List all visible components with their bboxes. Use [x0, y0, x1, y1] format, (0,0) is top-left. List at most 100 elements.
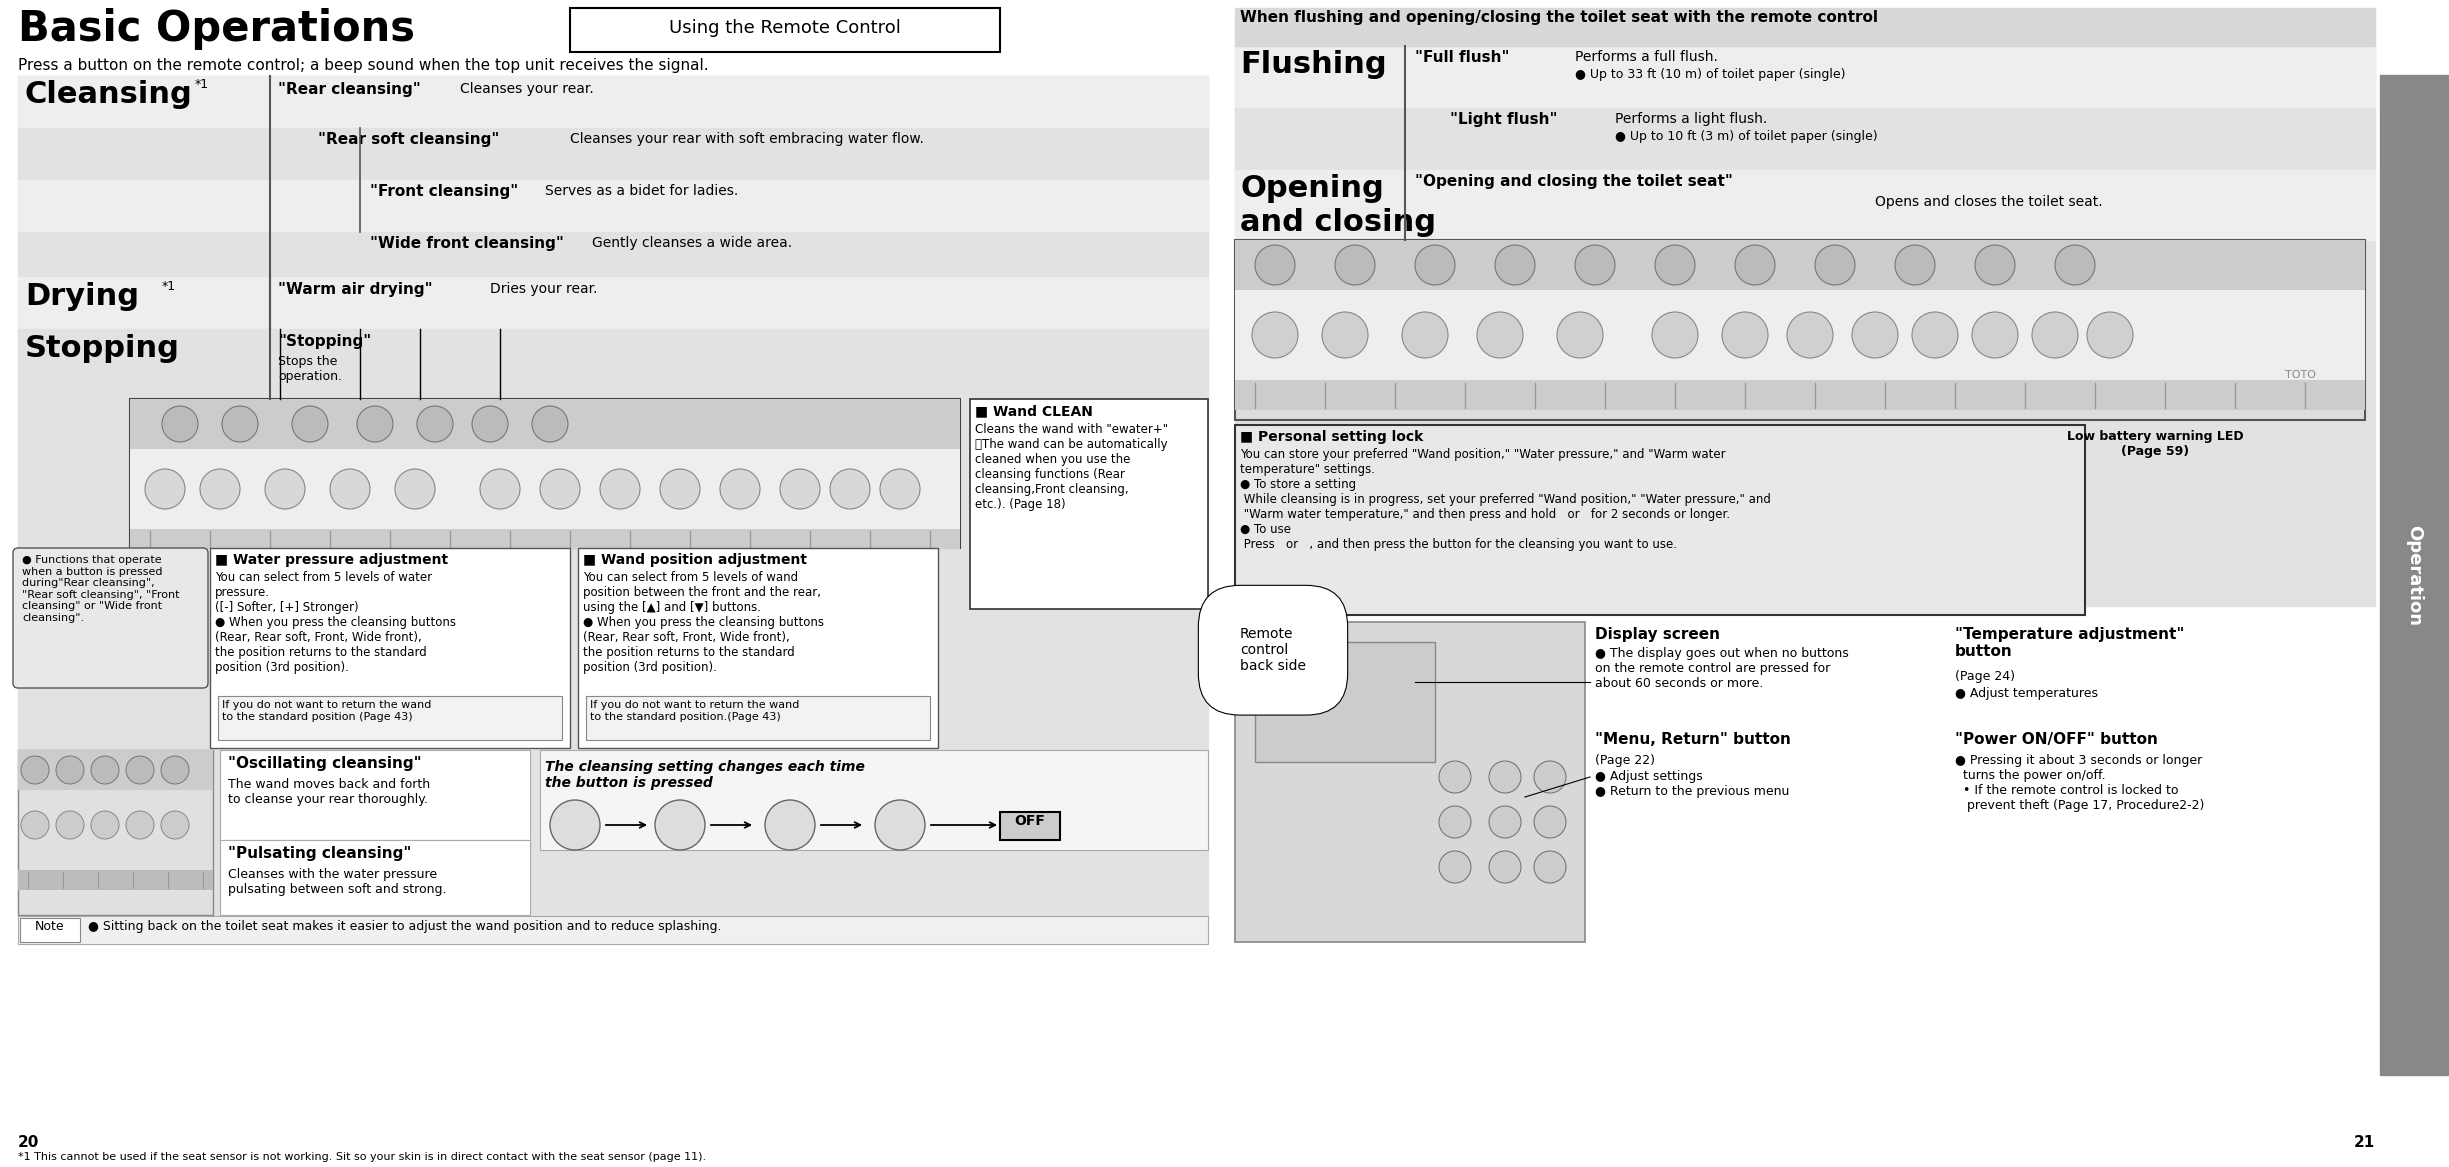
Text: Opens and closes the toilet seat.: Opens and closes the toilet seat. — [1876, 195, 2104, 209]
Bar — [130, 449, 960, 529]
Bar — [220, 750, 529, 840]
Circle shape — [264, 469, 306, 509]
Text: ● Up to 33 ft (10 m) of toilet paper (single): ● Up to 33 ft (10 m) of toilet paper (si… — [1575, 68, 1847, 81]
Text: "Rear soft cleansing": "Rear soft cleansing" — [318, 132, 500, 147]
Text: You can select from 5 levels of wand
position between the front and the rear,
us: You can select from 5 levels of wand pos… — [583, 571, 823, 675]
Bar — [2380, 75, 2449, 1075]
Circle shape — [531, 406, 568, 442]
Bar — [17, 76, 1207, 128]
Circle shape — [1440, 761, 1472, 794]
Bar — [17, 329, 1207, 399]
Circle shape — [1401, 312, 1447, 358]
Text: (Page 22): (Page 22) — [1594, 754, 1656, 767]
Circle shape — [1335, 245, 1374, 285]
Text: 20: 20 — [17, 1135, 39, 1149]
Text: ■ Personal setting lock: ■ Personal setting lock — [1239, 429, 1423, 443]
Circle shape — [1254, 245, 1296, 285]
Bar — [970, 399, 1207, 609]
Text: Cleanses your rear with soft embracing water flow.: Cleanses your rear with soft embracing w… — [571, 132, 923, 146]
Text: "Light flush": "Light flush" — [1450, 112, 1558, 127]
Circle shape — [416, 406, 453, 442]
Text: "Full flush": "Full flush" — [1416, 50, 1509, 65]
FancyBboxPatch shape — [12, 548, 208, 689]
Bar — [17, 871, 213, 890]
Circle shape — [1896, 245, 1935, 285]
Bar — [585, 696, 931, 740]
Text: Cleansing: Cleansing — [24, 81, 193, 109]
Circle shape — [22, 811, 49, 839]
Circle shape — [1971, 312, 2018, 358]
Circle shape — [1788, 312, 1832, 358]
Bar — [17, 232, 1207, 277]
Text: Press a button on the remote control; a beep sound when the top unit receives th: Press a button on the remote control; a … — [17, 58, 708, 74]
Circle shape — [1494, 245, 1536, 285]
Text: Gently cleanses a wide area.: Gently cleanses a wide area. — [593, 236, 791, 250]
Circle shape — [2055, 245, 2094, 285]
Text: "Temperature adjustment"
button: "Temperature adjustment" button — [1954, 627, 2185, 659]
Circle shape — [162, 406, 198, 442]
Text: The wand moves back and forth
to cleanse your rear thoroughly.: The wand moves back and forth to cleanse… — [228, 778, 431, 806]
Circle shape — [551, 801, 600, 850]
Circle shape — [1734, 245, 1776, 285]
Text: Note: Note — [34, 920, 64, 932]
Circle shape — [2033, 312, 2079, 358]
Circle shape — [1489, 761, 1521, 794]
Bar — [130, 529, 960, 548]
Bar — [1234, 46, 2376, 606]
Text: Remote
control
back side: Remote control back side — [1239, 627, 1305, 673]
Text: ■ Wand CLEAN: ■ Wand CLEAN — [975, 404, 1092, 418]
Text: Basic Operations: Basic Operations — [17, 8, 414, 50]
Text: If you do not want to return the wand
to the standard position (Page 43): If you do not want to return the wand to… — [223, 700, 431, 721]
Circle shape — [1575, 245, 1614, 285]
Text: You can store your preferred "Wand position," "Water pressure," and "Warm water
: You can store your preferred "Wand posit… — [1239, 448, 1771, 551]
Bar — [130, 399, 960, 449]
Text: If you do not want to return the wand
to the standard position.(Page 43): If you do not want to return the wand to… — [590, 700, 798, 721]
Text: When flushing and opening/closing the toilet seat with the remote control: When flushing and opening/closing the to… — [1239, 11, 1878, 25]
Bar — [130, 399, 960, 548]
Text: ■ Water pressure adjustment: ■ Water pressure adjustment — [216, 553, 448, 567]
Bar — [17, 128, 1207, 180]
Bar — [1234, 46, 2376, 109]
Bar — [999, 812, 1060, 840]
Text: "Warm air drying": "Warm air drying" — [279, 282, 433, 296]
Circle shape — [764, 801, 816, 850]
Circle shape — [1851, 312, 1898, 358]
Bar — [220, 840, 529, 915]
Text: ● The display goes out when no buttons
on the remote control are pressed for
abo: ● The display goes out when no buttons o… — [1594, 647, 1849, 690]
Text: "Power ON/OFF" button: "Power ON/OFF" button — [1954, 732, 2158, 747]
Circle shape — [394, 469, 436, 509]
Circle shape — [1489, 851, 1521, 883]
Circle shape — [91, 811, 120, 839]
Circle shape — [1489, 806, 1521, 838]
Circle shape — [162, 756, 189, 784]
Text: Low battery warning LED
(Page 59): Low battery warning LED (Page 59) — [2067, 429, 2243, 457]
Circle shape — [331, 469, 370, 509]
Bar — [218, 696, 561, 740]
Text: Dries your rear.: Dries your rear. — [490, 282, 598, 296]
Circle shape — [291, 406, 328, 442]
Bar — [17, 916, 1207, 944]
Bar — [578, 548, 938, 748]
Text: Performs a full flush.: Performs a full flush. — [1575, 50, 1717, 64]
Circle shape — [1533, 761, 1565, 794]
Bar — [1234, 8, 2376, 46]
Text: Cleanses your rear.: Cleanses your rear. — [460, 82, 593, 96]
Circle shape — [91, 756, 120, 784]
Bar — [1234, 425, 2084, 615]
Text: *1 This cannot be used if the seat sensor is not working. Sit so your skin is in: *1 This cannot be used if the seat senso… — [17, 1152, 705, 1162]
Bar — [1234, 170, 2376, 240]
Circle shape — [162, 811, 189, 839]
Circle shape — [830, 469, 869, 509]
Circle shape — [1653, 312, 1697, 358]
Bar — [1234, 291, 2366, 380]
Text: "Wide front cleansing": "Wide front cleansing" — [370, 236, 563, 251]
Circle shape — [1558, 312, 1604, 358]
Circle shape — [874, 801, 926, 850]
Circle shape — [659, 469, 700, 509]
Circle shape — [720, 469, 759, 509]
Text: (Page 24): (Page 24) — [1954, 670, 2016, 683]
Text: Drying: Drying — [24, 282, 140, 310]
Circle shape — [1815, 245, 1854, 285]
Circle shape — [1416, 245, 1455, 285]
Circle shape — [1533, 806, 1565, 838]
